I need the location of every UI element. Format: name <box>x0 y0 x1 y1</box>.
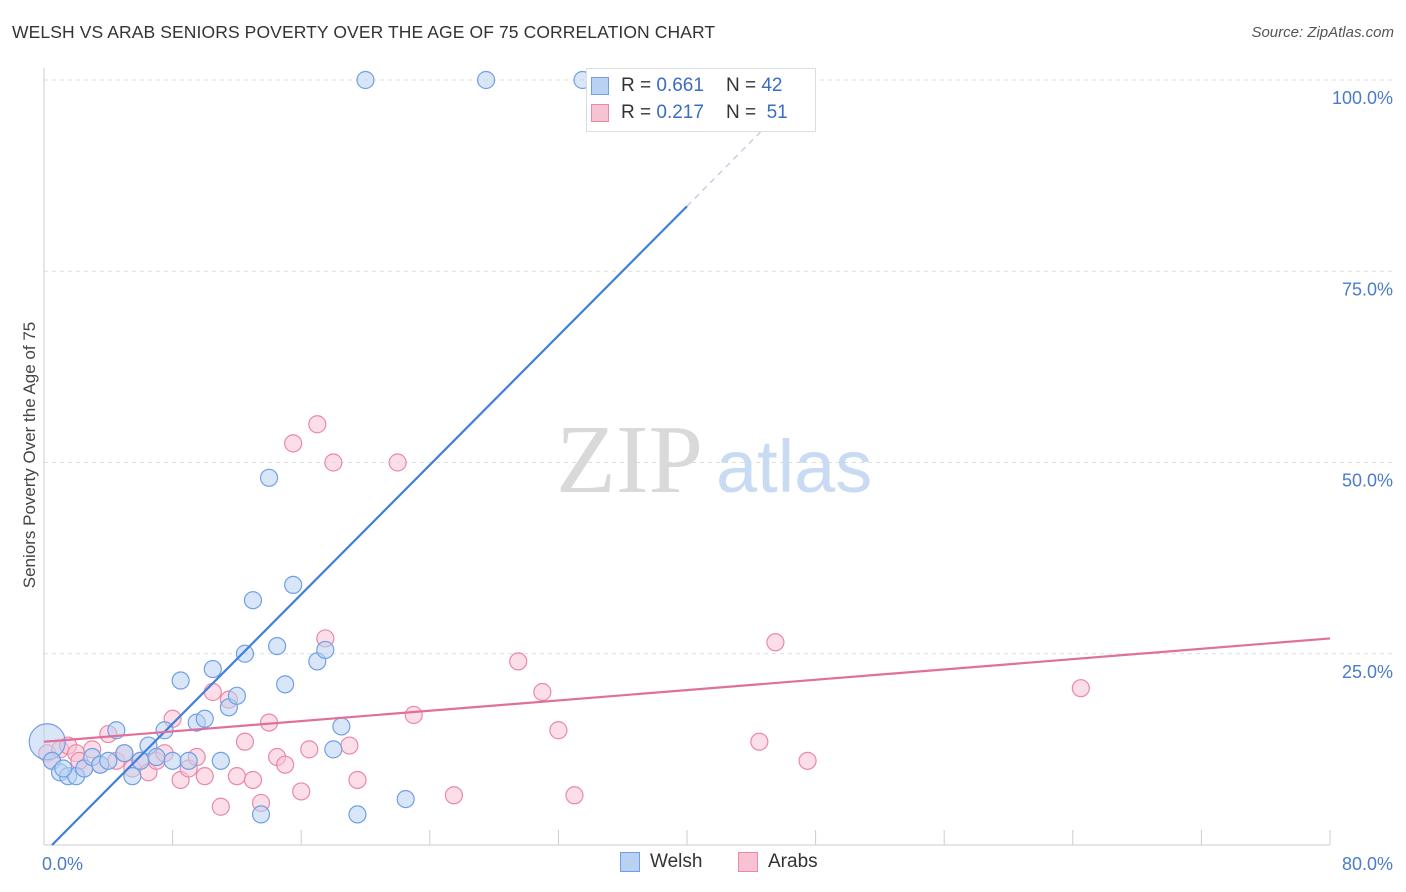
point-arabs <box>284 434 303 453</box>
x-tick-label-min: 0.0% <box>42 854 83 874</box>
point-welsh <box>163 751 182 770</box>
point-arabs <box>388 453 407 472</box>
point-arabs <box>203 682 222 702</box>
point-welsh <box>316 640 335 660</box>
watermark-zip: ZIP <box>556 406 703 514</box>
legend-swatch-arabs <box>591 104 609 122</box>
point-welsh <box>356 70 375 90</box>
point-arabs <box>235 732 255 751</box>
point-welsh <box>324 740 343 759</box>
watermark-atlas: atlas <box>716 425 872 508</box>
point-arabs <box>227 767 246 786</box>
point-arabs <box>195 767 214 786</box>
bottom-legend-label: Welsh <box>650 851 703 872</box>
point-arabs <box>348 770 367 790</box>
point-welsh <box>348 805 367 824</box>
bottom-legend-label: Arabs <box>768 851 818 872</box>
legend-r-value: 0.661 <box>656 75 704 96</box>
point-welsh <box>476 70 496 90</box>
point-welsh <box>115 744 134 763</box>
point-welsh <box>251 805 271 824</box>
y-tick-label: 25.0% <box>1342 662 1393 682</box>
point-welsh <box>147 747 166 767</box>
point-welsh <box>396 789 415 809</box>
point-welsh <box>99 751 118 770</box>
correlation-legend: R = 0.661 N = 42 R = 0.217 N = 51 <box>586 68 816 132</box>
y-tick-label: 50.0% <box>1342 471 1393 491</box>
legend-r-label: R = <box>621 102 652 123</box>
point-arabs <box>324 453 343 472</box>
axes <box>43 68 1331 846</box>
legend-r-value: 0.217 <box>656 102 704 123</box>
point-arabs <box>565 786 584 805</box>
point-welsh <box>227 686 246 705</box>
trend-line-welsh <box>51 205 688 846</box>
point-arabs <box>300 740 319 759</box>
point-welsh <box>259 468 279 487</box>
point-welsh <box>179 751 198 770</box>
point-welsh <box>195 709 214 728</box>
legend-swatch-welsh <box>591 77 609 95</box>
point-welsh <box>243 591 263 610</box>
trend-line-arabs <box>43 637 1331 743</box>
grid <box>44 79 1392 655</box>
bottom-legend-swatch-welsh <box>620 852 640 872</box>
point-arabs <box>549 721 568 740</box>
point-welsh <box>284 575 303 595</box>
point-arabs <box>404 705 423 725</box>
point-arabs <box>276 755 295 774</box>
point-welsh <box>54 759 73 778</box>
point-arabs <box>1071 679 1090 698</box>
point-welsh <box>267 636 287 656</box>
point-arabs <box>533 682 552 702</box>
y-tick-label: 75.0% <box>1342 279 1393 299</box>
bottom-legend-swatch-arabs <box>738 852 758 872</box>
point-arabs <box>243 770 263 790</box>
legend-n-value: 51 <box>766 102 788 123</box>
point-arabs <box>292 782 311 801</box>
points <box>28 70 1090 824</box>
legend-row-arabs: R = 0.217 N = 51 <box>587 100 788 126</box>
legend-n-value: 42 <box>761 75 783 96</box>
point-welsh <box>171 671 190 690</box>
chart-title: WELSH VS ARAB SENIORS POVERTY OVER THE A… <box>12 22 716 42</box>
point-welsh <box>276 675 295 694</box>
point-welsh <box>211 751 230 770</box>
point-arabs <box>750 732 769 751</box>
point-welsh <box>123 767 142 786</box>
watermark: ZIP atlas <box>556 406 872 514</box>
source-label: Source: ZipAtlas.com <box>1251 24 1394 41</box>
legend-row-welsh: R = 0.661 N = 42 <box>587 73 782 99</box>
legend-r-label: R = <box>621 75 652 96</box>
legend-n-label: N = <box>725 102 757 123</box>
point-arabs <box>798 751 817 770</box>
x-tick-label-max: 80.0% <box>1342 854 1393 874</box>
y-tick-label: 100.0% <box>1332 88 1393 108</box>
point-arabs <box>766 633 785 652</box>
point-welsh <box>235 644 255 663</box>
point-arabs <box>444 786 464 805</box>
point-welsh <box>203 659 222 679</box>
point-arabs <box>509 652 528 671</box>
point-arabs <box>308 415 327 434</box>
bottom-legend-welsh: Welsh <box>620 851 702 873</box>
legend-n-label: N = <box>725 75 757 96</box>
point-arabs <box>211 797 230 816</box>
tick-labels: 25.0% 50.0% 75.0% 100.0% 0.0% 80.0% <box>42 88 1393 874</box>
point-arabs <box>340 736 359 755</box>
bottom-legend-arabs: Arabs <box>738 851 818 873</box>
point-welsh <box>332 717 351 736</box>
